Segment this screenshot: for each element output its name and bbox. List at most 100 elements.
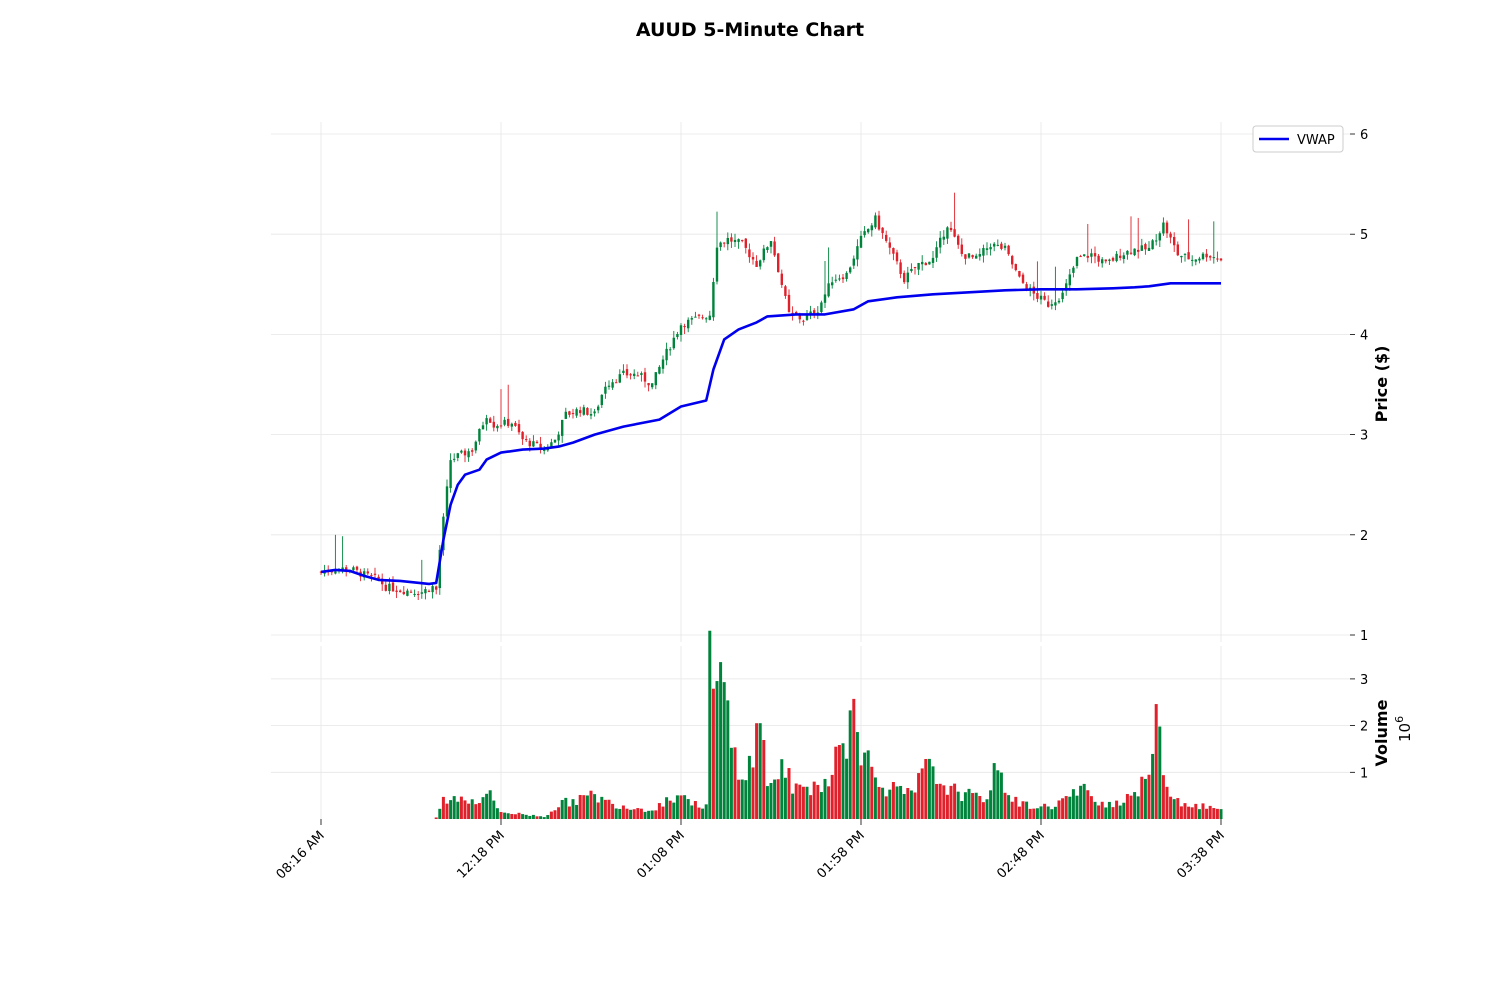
candle-body <box>733 239 737 243</box>
candle-body <box>399 590 402 593</box>
volume-bar <box>953 783 957 819</box>
volume-bar <box>683 795 687 819</box>
volume-bar <box>1082 783 1086 819</box>
volume-bar <box>1107 801 1111 819</box>
candle-body <box>665 348 668 361</box>
volume-bar <box>557 807 561 819</box>
candle-body <box>1050 304 1053 306</box>
candle-body <box>514 422 517 426</box>
candle-body <box>377 576 380 580</box>
volume-bar <box>1050 809 1054 819</box>
volume-exponent-power: 6 <box>1393 716 1406 723</box>
candle-body <box>1137 249 1140 252</box>
candle-body <box>935 247 938 258</box>
candle-body <box>885 234 888 241</box>
candle-body <box>888 242 891 248</box>
candle-body <box>1025 284 1028 290</box>
candle-body <box>773 241 776 256</box>
volume-bar <box>870 766 874 819</box>
candle-body <box>1158 233 1161 241</box>
candle-body <box>672 337 675 349</box>
candle-body <box>1090 253 1093 257</box>
volume-bar <box>506 813 510 819</box>
candle-body <box>820 302 823 313</box>
volume-bar <box>1194 803 1198 819</box>
candle-body <box>1151 240 1154 250</box>
candle-body <box>1212 257 1215 259</box>
candle-body <box>805 315 809 320</box>
candle-body <box>1126 250 1129 255</box>
volume-bar <box>621 805 625 819</box>
candle-body <box>420 592 423 594</box>
volume-bar <box>881 787 885 819</box>
candle-body <box>409 591 413 593</box>
candle-body <box>1173 236 1176 246</box>
volume-bar <box>888 789 892 819</box>
candle-body <box>967 253 971 258</box>
volume-bar <box>449 800 453 819</box>
volume-bar <box>1172 799 1176 819</box>
volume-bar <box>1129 795 1133 819</box>
volume-bar <box>492 800 496 819</box>
candle-body <box>759 260 762 267</box>
volume-tick-label: 1 <box>1360 766 1368 781</box>
volume-bar <box>992 763 996 819</box>
candle-body <box>834 279 837 281</box>
candle-body <box>355 566 359 570</box>
volume-bar <box>470 799 474 819</box>
volume-bar <box>837 745 841 819</box>
volume-bar <box>499 812 503 819</box>
volume-bar <box>596 802 600 819</box>
volume-bar <box>1115 800 1119 819</box>
volume-bar <box>931 766 935 819</box>
volume-bar <box>654 810 658 819</box>
candle-body <box>676 333 679 338</box>
volume-bar <box>564 797 568 819</box>
volume-bar <box>924 758 928 819</box>
candle-body <box>982 248 985 256</box>
candle-body <box>568 411 571 415</box>
volume-bar <box>827 786 831 819</box>
volume-bar <box>1014 796 1018 819</box>
volume-bar <box>981 802 985 819</box>
volume-bar <box>600 796 604 819</box>
candle-body <box>1180 255 1183 258</box>
volume-bar <box>531 814 535 819</box>
volume-tick-label: 2 <box>1360 720 1368 735</box>
volume-bar <box>744 780 748 819</box>
volume-bar <box>945 794 949 819</box>
volume-bar <box>917 773 921 819</box>
volume-bar <box>942 785 946 819</box>
price-tick-label: 2 <box>1360 529 1368 544</box>
volume-bar <box>1179 806 1183 819</box>
candle-body <box>881 227 884 234</box>
candle-body <box>762 248 765 261</box>
candle-body <box>683 326 686 328</box>
candle-body <box>1093 253 1097 257</box>
candle-body <box>593 411 596 414</box>
volume-bar <box>704 804 708 819</box>
volume-bar <box>776 779 780 819</box>
candle-body <box>417 594 420 596</box>
candle-body <box>852 258 855 266</box>
volume-bar <box>726 700 730 819</box>
volume-bar <box>614 808 618 819</box>
volume-tick-label: 3 <box>1360 673 1368 688</box>
candle-body <box>582 407 585 415</box>
candle-body <box>1198 258 1201 261</box>
volume-bar <box>1111 807 1115 819</box>
candle-body <box>964 254 967 259</box>
candle-body <box>723 242 726 244</box>
candle-body <box>1209 256 1212 258</box>
candle-body <box>993 243 996 247</box>
candle-body <box>755 260 758 267</box>
volume-bar <box>636 808 640 819</box>
volume-bar <box>1205 808 1209 819</box>
candle-body <box>741 240 744 242</box>
candle-body <box>1187 252 1190 260</box>
volume-bar <box>769 783 773 819</box>
volume-bar <box>575 804 579 819</box>
legend: VWAP <box>1252 125 1344 153</box>
volume-bar <box>902 793 906 819</box>
volume-bar <box>650 810 654 819</box>
